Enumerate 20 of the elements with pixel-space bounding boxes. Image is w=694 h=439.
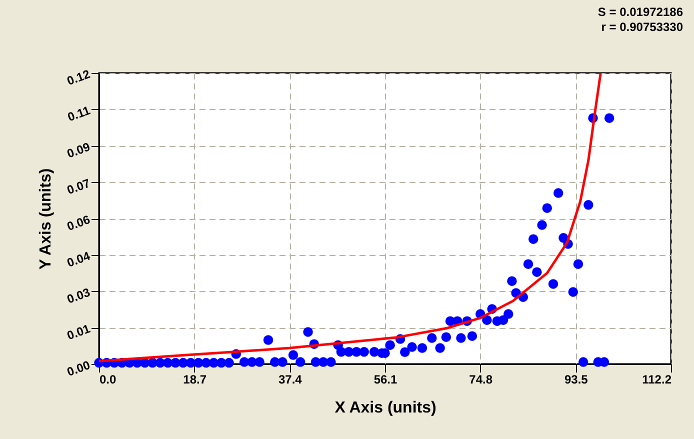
y-tick-label: 0.12 <box>65 66 92 88</box>
x-tick-label: 112.2 <box>642 372 672 386</box>
y-tick-label: 0.03 <box>65 285 92 306</box>
x-tick-label: 0.0 <box>100 372 117 386</box>
x-tick-label: 18.7 <box>183 372 207 386</box>
x-tick-label: 37.4 <box>278 372 302 386</box>
x-tick-label: 56.1 <box>374 372 398 386</box>
x-axis-title: X Axis (units) <box>334 400 436 416</box>
y-tick-label: 0.00 <box>65 358 92 380</box>
y-tick-label: 0.11 <box>66 103 92 124</box>
x-tick-label: 93.5 <box>564 372 588 386</box>
y-axis-title: Y Axis (units) <box>38 168 54 270</box>
text: S = 0.01972186 <box>598 5 684 19</box>
x-tick-label: 74.8 <box>469 372 493 386</box>
y-tick-label: 0.04 <box>65 248 92 270</box>
y-tick-label: 0.01 <box>65 321 92 343</box>
y-tick-label: 0.09 <box>65 140 92 161</box>
text: r = 0.90753330 <box>601 20 684 34</box>
y-tick-label: 0.06 <box>65 212 92 234</box>
y-tick-label: 0.07 <box>65 176 92 198</box>
